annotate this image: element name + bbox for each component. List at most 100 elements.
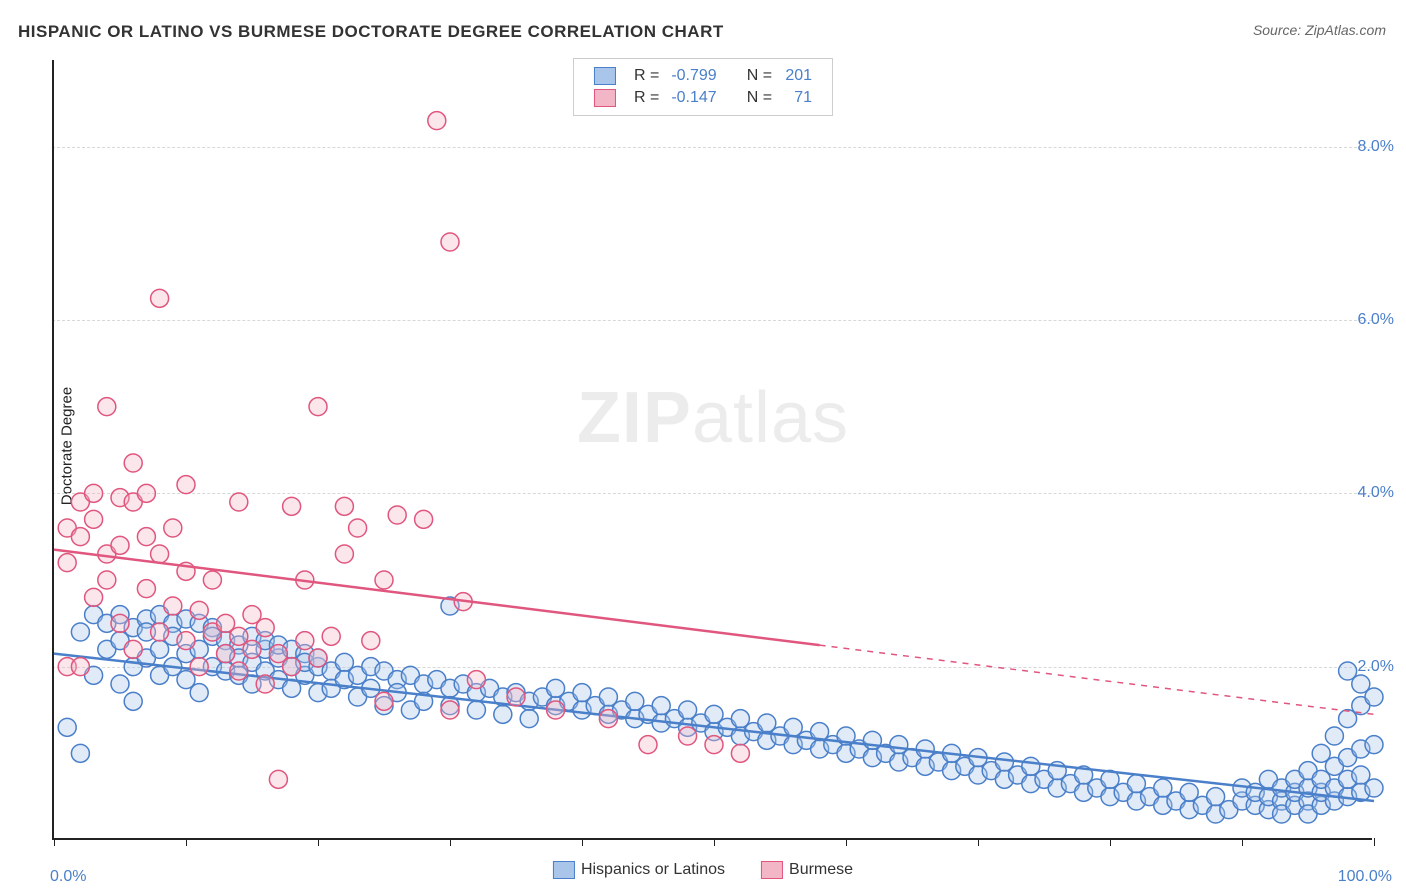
data-point	[1365, 779, 1383, 797]
data-point	[441, 701, 459, 719]
plot-area: ZIPatlas	[52, 60, 1372, 840]
series-legend: Hispanics or Latinos Burmese	[535, 861, 871, 884]
data-point	[151, 623, 169, 641]
data-point	[230, 662, 248, 680]
data-point	[98, 398, 116, 416]
data-point	[190, 684, 208, 702]
data-point	[71, 658, 89, 676]
legend-swatch	[553, 861, 575, 879]
data-point	[520, 710, 538, 728]
x-tick	[54, 838, 55, 846]
data-point	[111, 614, 129, 632]
stats-legend-row: R =-0.799 N =201	[588, 65, 818, 87]
data-point	[71, 744, 89, 762]
data-point	[164, 597, 182, 615]
data-point	[415, 510, 433, 528]
data-point	[151, 545, 169, 563]
data-point	[362, 632, 380, 650]
stats-legend-row: R =-0.147N =71	[588, 87, 818, 109]
x-tick	[714, 838, 715, 846]
data-point	[111, 536, 129, 554]
data-point	[507, 688, 525, 706]
data-point	[137, 580, 155, 598]
data-point	[137, 528, 155, 546]
data-point	[375, 692, 393, 710]
data-point	[283, 497, 301, 515]
data-point	[71, 623, 89, 641]
r-value: -0.799	[665, 65, 722, 87]
legend-item: Hispanics or Latinos	[553, 861, 725, 879]
data-point	[428, 112, 446, 130]
data-point	[164, 519, 182, 537]
data-point	[58, 554, 76, 572]
data-point	[98, 571, 116, 589]
data-point	[71, 528, 89, 546]
data-point	[269, 770, 287, 788]
r-label: R =	[628, 65, 665, 87]
data-point	[124, 454, 142, 472]
x-tick	[846, 838, 847, 846]
n-label: N =	[741, 65, 778, 87]
data-point	[203, 571, 221, 589]
data-point	[230, 493, 248, 511]
data-point	[639, 736, 657, 754]
data-point	[256, 619, 274, 637]
data-point	[599, 710, 617, 728]
r-value: -0.147	[665, 87, 722, 109]
data-point	[731, 744, 749, 762]
legend-item: Burmese	[761, 861, 853, 879]
data-point	[243, 640, 261, 658]
data-point	[296, 632, 314, 650]
chart-title: HISPANIC OR LATINO VS BURMESE DOCTORATE …	[18, 22, 724, 42]
data-point	[85, 484, 103, 502]
data-point	[283, 658, 301, 676]
data-point	[137, 484, 155, 502]
data-point	[177, 632, 195, 650]
data-point	[256, 675, 274, 693]
data-point	[322, 627, 340, 645]
data-point	[124, 640, 142, 658]
x-tick-min-label: 0.0%	[50, 868, 86, 886]
x-tick-max-label: 100.0%	[1338, 868, 1392, 886]
data-point	[58, 718, 76, 736]
data-point	[1365, 688, 1383, 706]
data-point	[349, 519, 367, 537]
n-value: 71	[778, 87, 818, 109]
x-tick	[1242, 838, 1243, 846]
data-point	[85, 510, 103, 528]
data-point	[309, 398, 327, 416]
data-point	[441, 233, 459, 251]
data-point	[177, 476, 195, 494]
x-tick	[1374, 838, 1375, 846]
x-tick	[1110, 838, 1111, 846]
x-tick	[978, 838, 979, 846]
x-tick	[450, 838, 451, 846]
legend-swatch	[594, 67, 616, 85]
data-point	[124, 692, 142, 710]
data-point	[547, 701, 565, 719]
data-point	[335, 497, 353, 515]
data-point	[467, 701, 485, 719]
regression-line-extrapolated	[820, 645, 1374, 714]
data-point	[151, 289, 169, 307]
data-point	[309, 649, 327, 667]
r-label: R =	[628, 87, 665, 109]
x-tick	[186, 838, 187, 846]
legend-swatch	[761, 861, 783, 879]
legend-label: Hispanics or Latinos	[581, 861, 725, 879]
data-point	[190, 601, 208, 619]
stats-legend: R =-0.799 N =201R =-0.147N =71	[573, 58, 833, 116]
scatter-svg	[54, 60, 1372, 838]
data-point	[1325, 727, 1343, 745]
x-tick	[582, 838, 583, 846]
regression-line	[54, 654, 1374, 801]
data-point	[111, 675, 129, 693]
data-point	[467, 671, 485, 689]
legend-swatch	[594, 89, 616, 107]
x-tick	[318, 838, 319, 846]
data-point	[1365, 736, 1383, 754]
data-point	[335, 545, 353, 563]
n-value: 201	[778, 65, 818, 87]
data-point	[679, 727, 697, 745]
data-point	[375, 571, 393, 589]
